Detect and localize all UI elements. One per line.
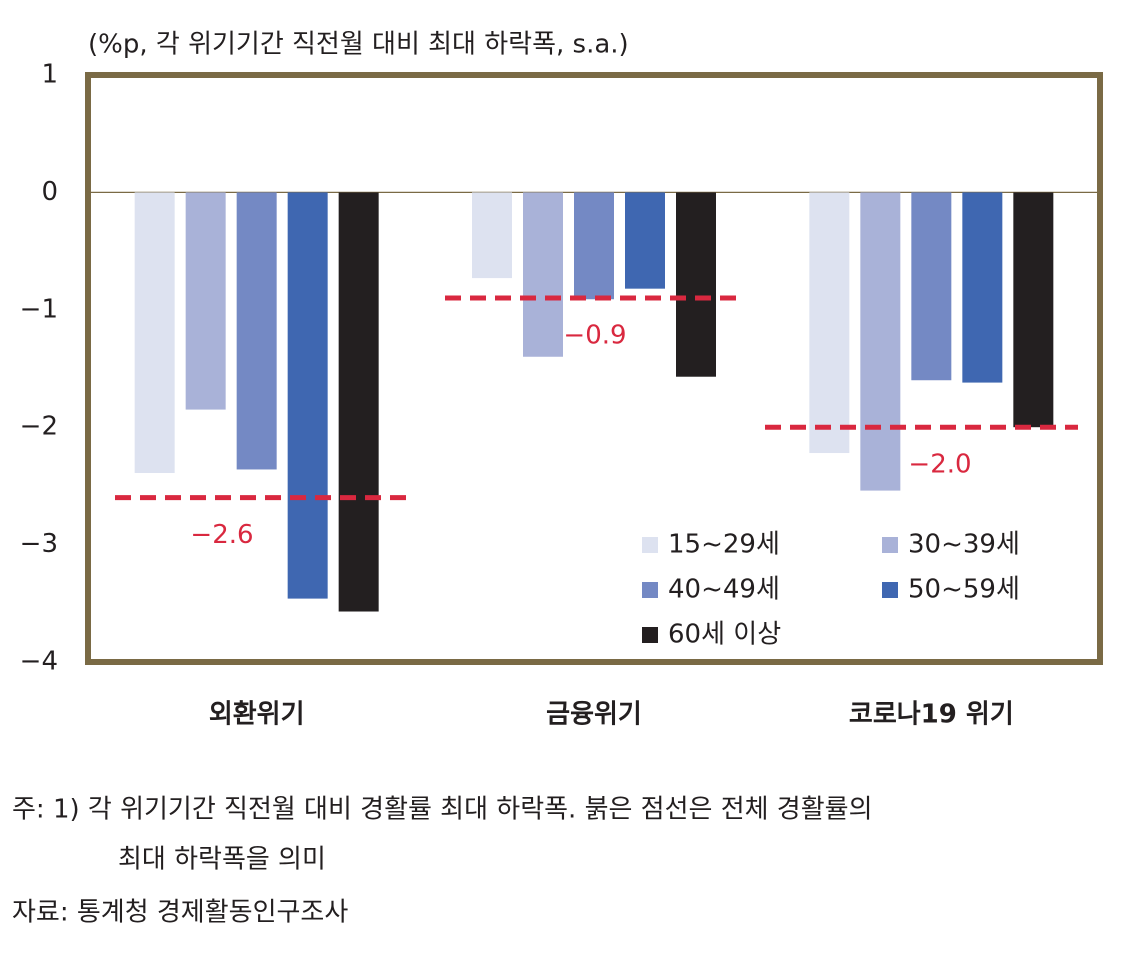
chart-subtitle: (%p, 각 위기기간 직전월 대비 최대 하락폭, s.a.) bbox=[88, 30, 629, 60]
note: 주: 1) 각 위기기간 직전월 대비 경활률 최대 하락폭. 붉은 점선은 전… bbox=[12, 795, 873, 825]
bar bbox=[574, 192, 614, 300]
y-tick-label: 0 bbox=[41, 177, 58, 207]
legend-swatch bbox=[642, 582, 658, 598]
reference-label: −0.9 bbox=[563, 321, 626, 351]
bar bbox=[1013, 192, 1054, 428]
bar bbox=[625, 192, 665, 289]
legend-label: 30~39세 bbox=[908, 530, 1020, 560]
bar bbox=[287, 192, 328, 599]
y-tick-label: −1 bbox=[20, 294, 58, 324]
legend-label: 50~59세 bbox=[908, 575, 1020, 605]
bar bbox=[676, 192, 716, 377]
reference-label: −2.0 bbox=[908, 450, 971, 480]
bar bbox=[472, 192, 512, 279]
bar bbox=[809, 192, 850, 454]
x-tick-label: 외환위기 bbox=[209, 700, 305, 730]
y-tick-label: 1 bbox=[41, 60, 58, 90]
y-tick-label: −2 bbox=[20, 412, 58, 442]
plot-frame bbox=[85, 72, 1103, 665]
y-tick-label: −4 bbox=[20, 647, 58, 677]
legend-label: 40~49세 bbox=[668, 575, 780, 605]
bar bbox=[134, 192, 175, 473]
bar bbox=[236, 192, 277, 470]
legend-swatch bbox=[642, 627, 658, 643]
x-tick-label: 코로나19 위기 bbox=[849, 700, 1014, 730]
legend-label: 15~29세 bbox=[668, 530, 780, 560]
reference-label: −2.6 bbox=[190, 520, 253, 550]
bar bbox=[860, 192, 901, 491]
bar bbox=[185, 192, 226, 410]
x-tick-label: 금융위기 bbox=[546, 700, 642, 730]
source: 자료: 통계청 경제활동인구조사 bbox=[12, 898, 348, 928]
legend-swatch bbox=[642, 537, 658, 553]
bar bbox=[338, 192, 379, 612]
legend-swatch bbox=[882, 537, 898, 553]
bar bbox=[911, 192, 952, 381]
y-tick-label: −3 bbox=[20, 529, 58, 559]
bar bbox=[962, 192, 1003, 383]
legend-swatch bbox=[882, 582, 898, 598]
bar bbox=[523, 192, 563, 357]
note: 최대 하락폭을 의미 bbox=[118, 845, 326, 875]
legend-label: 60세 이상 bbox=[668, 620, 781, 650]
